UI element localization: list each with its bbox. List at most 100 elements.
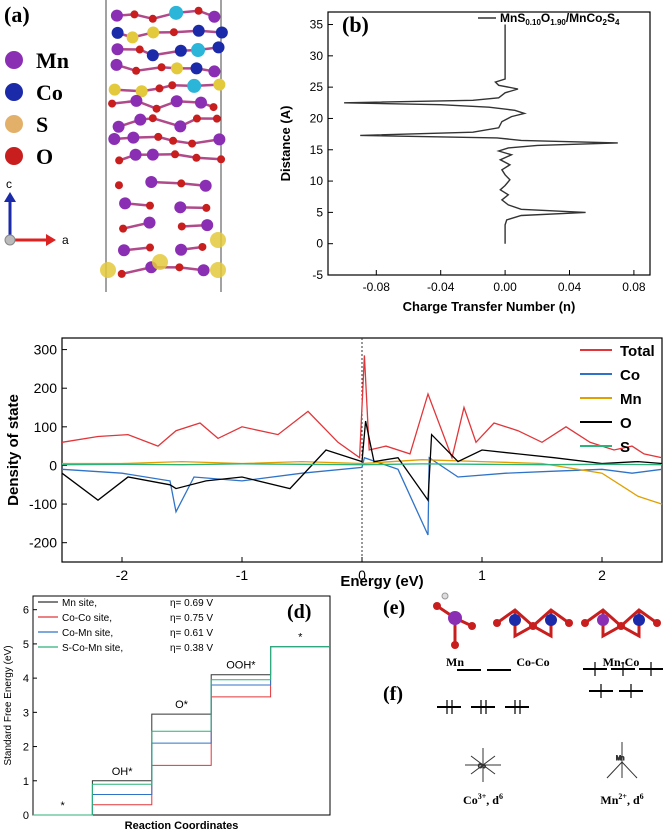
site-coco-model <box>493 610 573 636</box>
chart-d-ytick-label: 6 <box>23 605 29 617</box>
atom-s <box>109 84 121 96</box>
atom-mn <box>134 114 146 126</box>
chart-d-xlabel: Reaction Coordinates <box>125 820 239 831</box>
atom-cy <box>169 6 183 20</box>
chart-d-series-step <box>33 647 330 815</box>
chart-b-series-line <box>344 25 618 244</box>
atom-o <box>198 243 206 251</box>
chart-b-ytick-label: 35 <box>310 18 324 32</box>
chart-d-legend-name: Mn site, <box>62 598 97 609</box>
chart-d-legend-name: Co-Co site, <box>62 613 112 624</box>
chart-c-frame <box>62 338 662 562</box>
chart-b-ytick-label: 15 <box>310 143 324 157</box>
chart-d-ytick-label: 4 <box>23 673 29 685</box>
mn-tetrahedron: Mn <box>607 742 637 778</box>
atom-o <box>171 150 179 158</box>
atom-s <box>213 79 225 91</box>
atom-mn <box>195 97 207 109</box>
charge-density-lobe <box>210 232 226 248</box>
mn-center-label: Mn <box>616 756 624 762</box>
atom-co <box>112 27 124 39</box>
legend-label-co: Co <box>36 80 63 105</box>
chart-b-ytick-label: 25 <box>310 80 324 94</box>
site-mnco-model <box>581 610 661 636</box>
chart-d-legend-name: S-Co-Mn site, <box>62 643 123 654</box>
atom-mn <box>144 217 156 229</box>
chart-b-ytick-label: -5 <box>312 268 323 282</box>
atom-mn <box>208 65 220 77</box>
atom-mn <box>127 132 139 144</box>
chart-d-legend-eta: η= 0.61 V <box>170 628 213 639</box>
atom-o <box>210 103 218 111</box>
chart-b-xtick-label: 0.08 <box>622 280 646 294</box>
legend-atom-co <box>5 83 23 101</box>
atom-co <box>147 49 159 61</box>
chart-d-ytick-label: 1 <box>23 776 29 788</box>
chart-d-ylabel: Standard Free Energy (eV) <box>3 645 14 765</box>
atom-o <box>158 63 166 71</box>
charge-density-lobe <box>210 262 226 278</box>
atom-o <box>119 225 127 233</box>
panel-f-svg: (f) Co Mn Co3+, d6 Mn2+, d6 <box>375 650 669 831</box>
chart-c-ytick-label: -100 <box>29 496 57 512</box>
atom-o <box>154 133 162 141</box>
atom-o <box>188 140 196 148</box>
legend-atom-mn <box>5 51 23 69</box>
atom-mn <box>145 176 157 188</box>
atom-o <box>149 15 157 23</box>
charge-density-lobe <box>152 254 168 270</box>
chart-c-xtick-label: -2 <box>116 567 129 583</box>
chart-c-legend-label: O <box>620 415 632 432</box>
chart-b-series <box>344 25 618 244</box>
chart-b-ytick-label: 0 <box>316 237 323 251</box>
origin-sphere <box>5 235 15 245</box>
chart-c-xtick-label: 1 <box>478 567 486 583</box>
atom-mn <box>171 95 183 107</box>
chart-d-ytick-label: 2 <box>23 742 29 754</box>
co-octahedron: Co <box>465 748 501 782</box>
chart-b-legend-text: MnS0.10O1.90/MnCo2S4 <box>500 11 620 27</box>
atom-o <box>130 10 138 18</box>
chart-c-legend-label: Co <box>620 367 640 384</box>
atom-mn <box>198 264 210 276</box>
a-axis-arrowhead <box>46 234 56 246</box>
panel-b-label: (b) <box>342 12 369 37</box>
chart-c-xtick-label: 2 <box>598 567 606 583</box>
panel-e-label: (e) <box>383 597 405 619</box>
co-center-label: Co <box>478 764 486 770</box>
atom-o <box>115 181 123 189</box>
atom-o <box>155 84 163 92</box>
chart-c-ytick-label: 0 <box>49 457 57 473</box>
chart-c-ytick-label: 200 <box>34 380 58 396</box>
atom-co <box>191 62 203 74</box>
chart-b-xtick-label: -0.08 <box>363 280 391 294</box>
atom-s <box>127 31 139 43</box>
atom-o <box>177 179 185 187</box>
charge-density-lobe <box>100 262 116 278</box>
atom-o <box>118 270 126 278</box>
atom-mn <box>147 149 159 161</box>
legend-label-mn: Mn <box>36 48 69 73</box>
atom-mn <box>175 244 187 256</box>
atom-o <box>217 155 225 163</box>
chart-c-xtick-label: -1 <box>236 567 249 583</box>
atom-mn <box>213 133 225 145</box>
atom-o <box>149 114 157 122</box>
chart-b-xtick-label: 0.00 <box>493 280 517 294</box>
atom-mn <box>111 43 123 55</box>
atom-o <box>175 263 183 271</box>
atom-s <box>147 26 159 38</box>
atom-s <box>171 62 183 74</box>
co-ion-label: Co3+, d6 <box>463 792 503 807</box>
chart-c-ytick-label: -200 <box>29 535 57 551</box>
atom-o <box>170 28 178 36</box>
atom-co <box>193 25 205 37</box>
atom-mn <box>108 133 120 145</box>
atom-o <box>178 222 186 230</box>
atom-mn <box>113 121 125 133</box>
chart-d-ytick-label: 0 <box>23 810 29 822</box>
